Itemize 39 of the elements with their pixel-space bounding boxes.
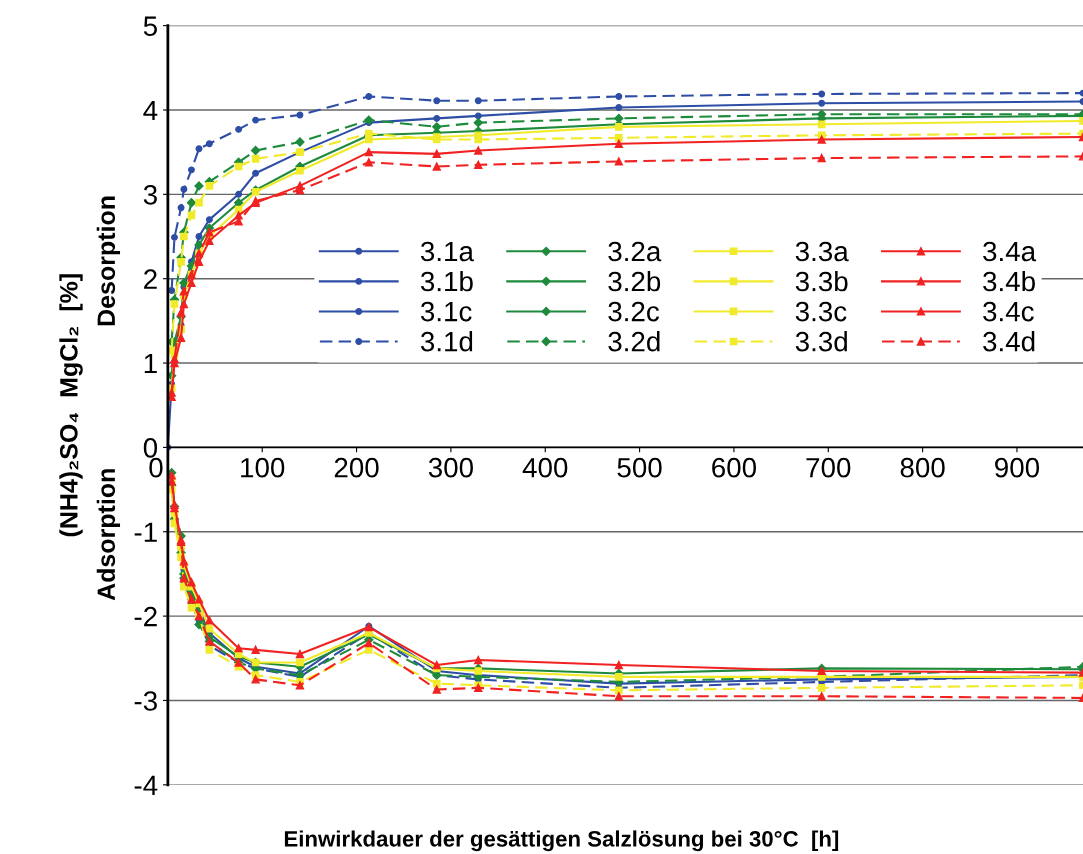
- y-axis-title: (NH4)₂SO₄ MgCl₂ [%]: [59, 274, 83, 537]
- legend-label: 3.1c: [420, 301, 472, 322]
- legend-label: 3.2a: [608, 241, 662, 262]
- legend-label: 3.1a: [420, 241, 474, 262]
- legend-label: 3.3d: [795, 331, 847, 352]
- y-tick-label: 2: [144, 269, 157, 289]
- legend-label: 3.1b: [420, 270, 473, 292]
- legend-label: 3.4c: [983, 301, 1034, 322]
- y-tick-label: 3: [143, 185, 157, 205]
- y-tick-label: -1: [134, 522, 157, 542]
- legend-label: 3.3b: [795, 270, 848, 292]
- legend-label: 3.4a: [983, 241, 1037, 262]
- x-axis-title: Einwirkdauer der gesättigen Salzlösung bei 30°C [h]: [284, 830, 839, 852]
- x-tick-label: 400: [522, 457, 568, 478]
- text: Desorption: [96, 196, 121, 326]
- legend-label: 3.2c: [608, 301, 660, 322]
- legend-label: 3.3c: [795, 301, 847, 322]
- x-tick-label: 700: [806, 457, 851, 478]
- text: Adsorption: [96, 469, 121, 601]
- y-tick-label: -2: [134, 606, 157, 627]
- x-tick-label: 500: [617, 457, 662, 478]
- x-tick-label: 300: [428, 457, 473, 478]
- y-tick-label: 4: [143, 100, 158, 121]
- x-tick-label: 100: [241, 457, 285, 478]
- x-tick-label: 200: [334, 457, 379, 478]
- x-tick-label: 600: [712, 457, 757, 478]
- legend-label: 3.3a: [795, 241, 849, 262]
- legend-label: 3.4b: [983, 270, 1035, 292]
- x-tick-label: 900: [995, 457, 1040, 478]
- legend-label: 3.2d: [608, 331, 660, 352]
- y-tick-label: 1: [144, 354, 157, 374]
- x-tick-label: 800: [900, 457, 945, 478]
- y-tick-label: 5: [143, 16, 157, 36]
- legend-label: 3.2b: [608, 270, 661, 292]
- y-tick-label: -4: [134, 775, 158, 795]
- y-tick-label: 0: [143, 438, 158, 458]
- legend-label: 3.1d: [420, 331, 473, 352]
- y-tick-label: -3: [134, 691, 157, 711]
- legend-label: 3.4d: [983, 331, 1035, 352]
